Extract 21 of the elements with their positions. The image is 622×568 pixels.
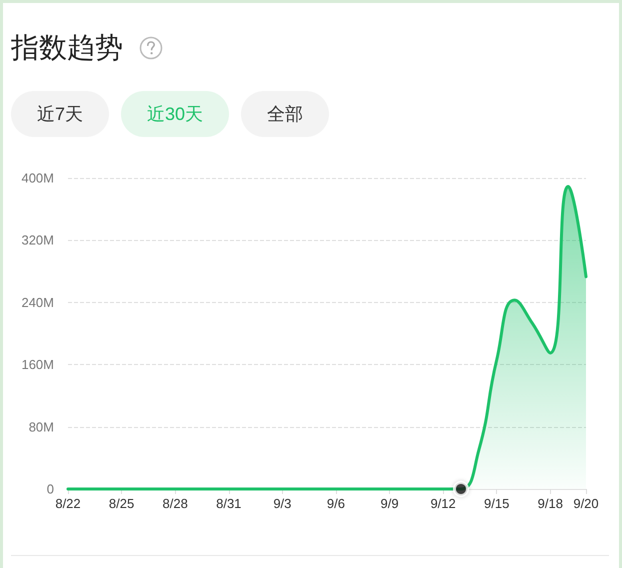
text: 近7天 — [11, 91, 110, 137]
x-tick-label: 8/22 — [55, 496, 81, 511]
x-tick-label: 9/3 — [273, 496, 292, 511]
x-tick-label: 9/20 — [573, 496, 599, 511]
y-tick-label: 240M — [21, 294, 54, 310]
x-tick-label: 9/18 — [538, 496, 563, 511]
x-tick-label: 8/31 — [216, 496, 242, 511]
x-tick-label: 8/25 — [108, 496, 134, 511]
x-tick-label: 9/6 — [326, 496, 345, 511]
x-tick-label: 9/12 — [430, 496, 456, 511]
text: 近30天 — [121, 91, 230, 137]
y-tick-label: 320M — [21, 232, 54, 248]
y-tick-label: 160M — [21, 357, 54, 372]
y-tick-label: 400M — [21, 170, 54, 186]
chart-title: 指数趋势 — [11, 31, 123, 65]
x-tick-label: 9/9 — [380, 496, 399, 511]
y-tick-label: 80M — [28, 419, 54, 434]
x-tick-label: 9/15 — [484, 496, 510, 511]
text: 全部 — [241, 91, 330, 137]
y-tick-label: 0 — [46, 482, 54, 496]
x-tick-label: 8/28 — [162, 496, 188, 511]
